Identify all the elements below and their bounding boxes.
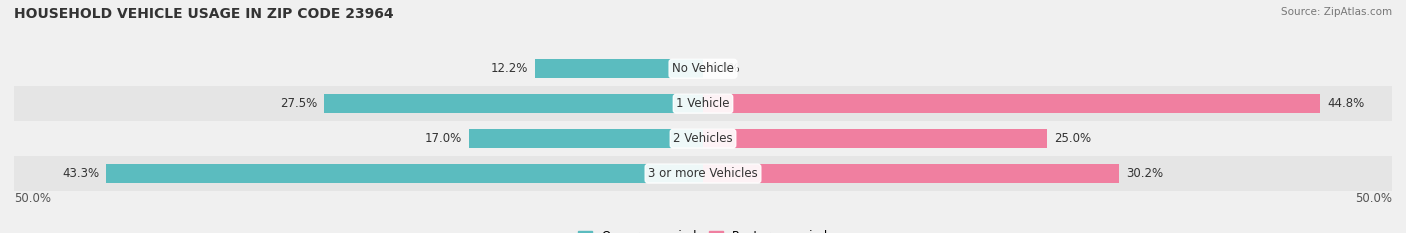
Bar (703, 94, 1320, 113)
Bar (323, 94, 703, 113)
Bar (14, 156, 1392, 191)
Text: 50.0%: 50.0% (1355, 192, 1392, 205)
Text: HOUSEHOLD VEHICLE USAGE IN ZIP CODE 23964: HOUSEHOLD VEHICLE USAGE IN ZIP CODE 2396… (14, 7, 394, 21)
Text: Source: ZipAtlas.com: Source: ZipAtlas.com (1281, 7, 1392, 17)
Legend: Owner-occupied, Renter-occupied: Owner-occupied, Renter-occupied (572, 226, 834, 233)
Text: 0.0%: 0.0% (710, 62, 740, 75)
Text: 25.0%: 25.0% (1054, 132, 1091, 145)
Bar (703, 164, 1119, 183)
Text: 12.2%: 12.2% (491, 62, 529, 75)
Bar (14, 51, 1392, 86)
Bar (14, 121, 1392, 156)
Text: 27.5%: 27.5% (280, 97, 318, 110)
Text: 30.2%: 30.2% (1126, 167, 1163, 180)
Text: No Vehicle: No Vehicle (672, 62, 734, 75)
Text: 17.0%: 17.0% (425, 132, 461, 145)
Bar (14, 86, 1392, 121)
Text: 43.3%: 43.3% (62, 167, 100, 180)
Bar (703, 129, 1047, 148)
Bar (107, 164, 703, 183)
Text: 50.0%: 50.0% (14, 192, 51, 205)
Bar (534, 59, 703, 78)
Text: 2 Vehicles: 2 Vehicles (673, 132, 733, 145)
Text: 1 Vehicle: 1 Vehicle (676, 97, 730, 110)
Bar (468, 129, 703, 148)
Text: 44.8%: 44.8% (1327, 97, 1364, 110)
Text: 3 or more Vehicles: 3 or more Vehicles (648, 167, 758, 180)
